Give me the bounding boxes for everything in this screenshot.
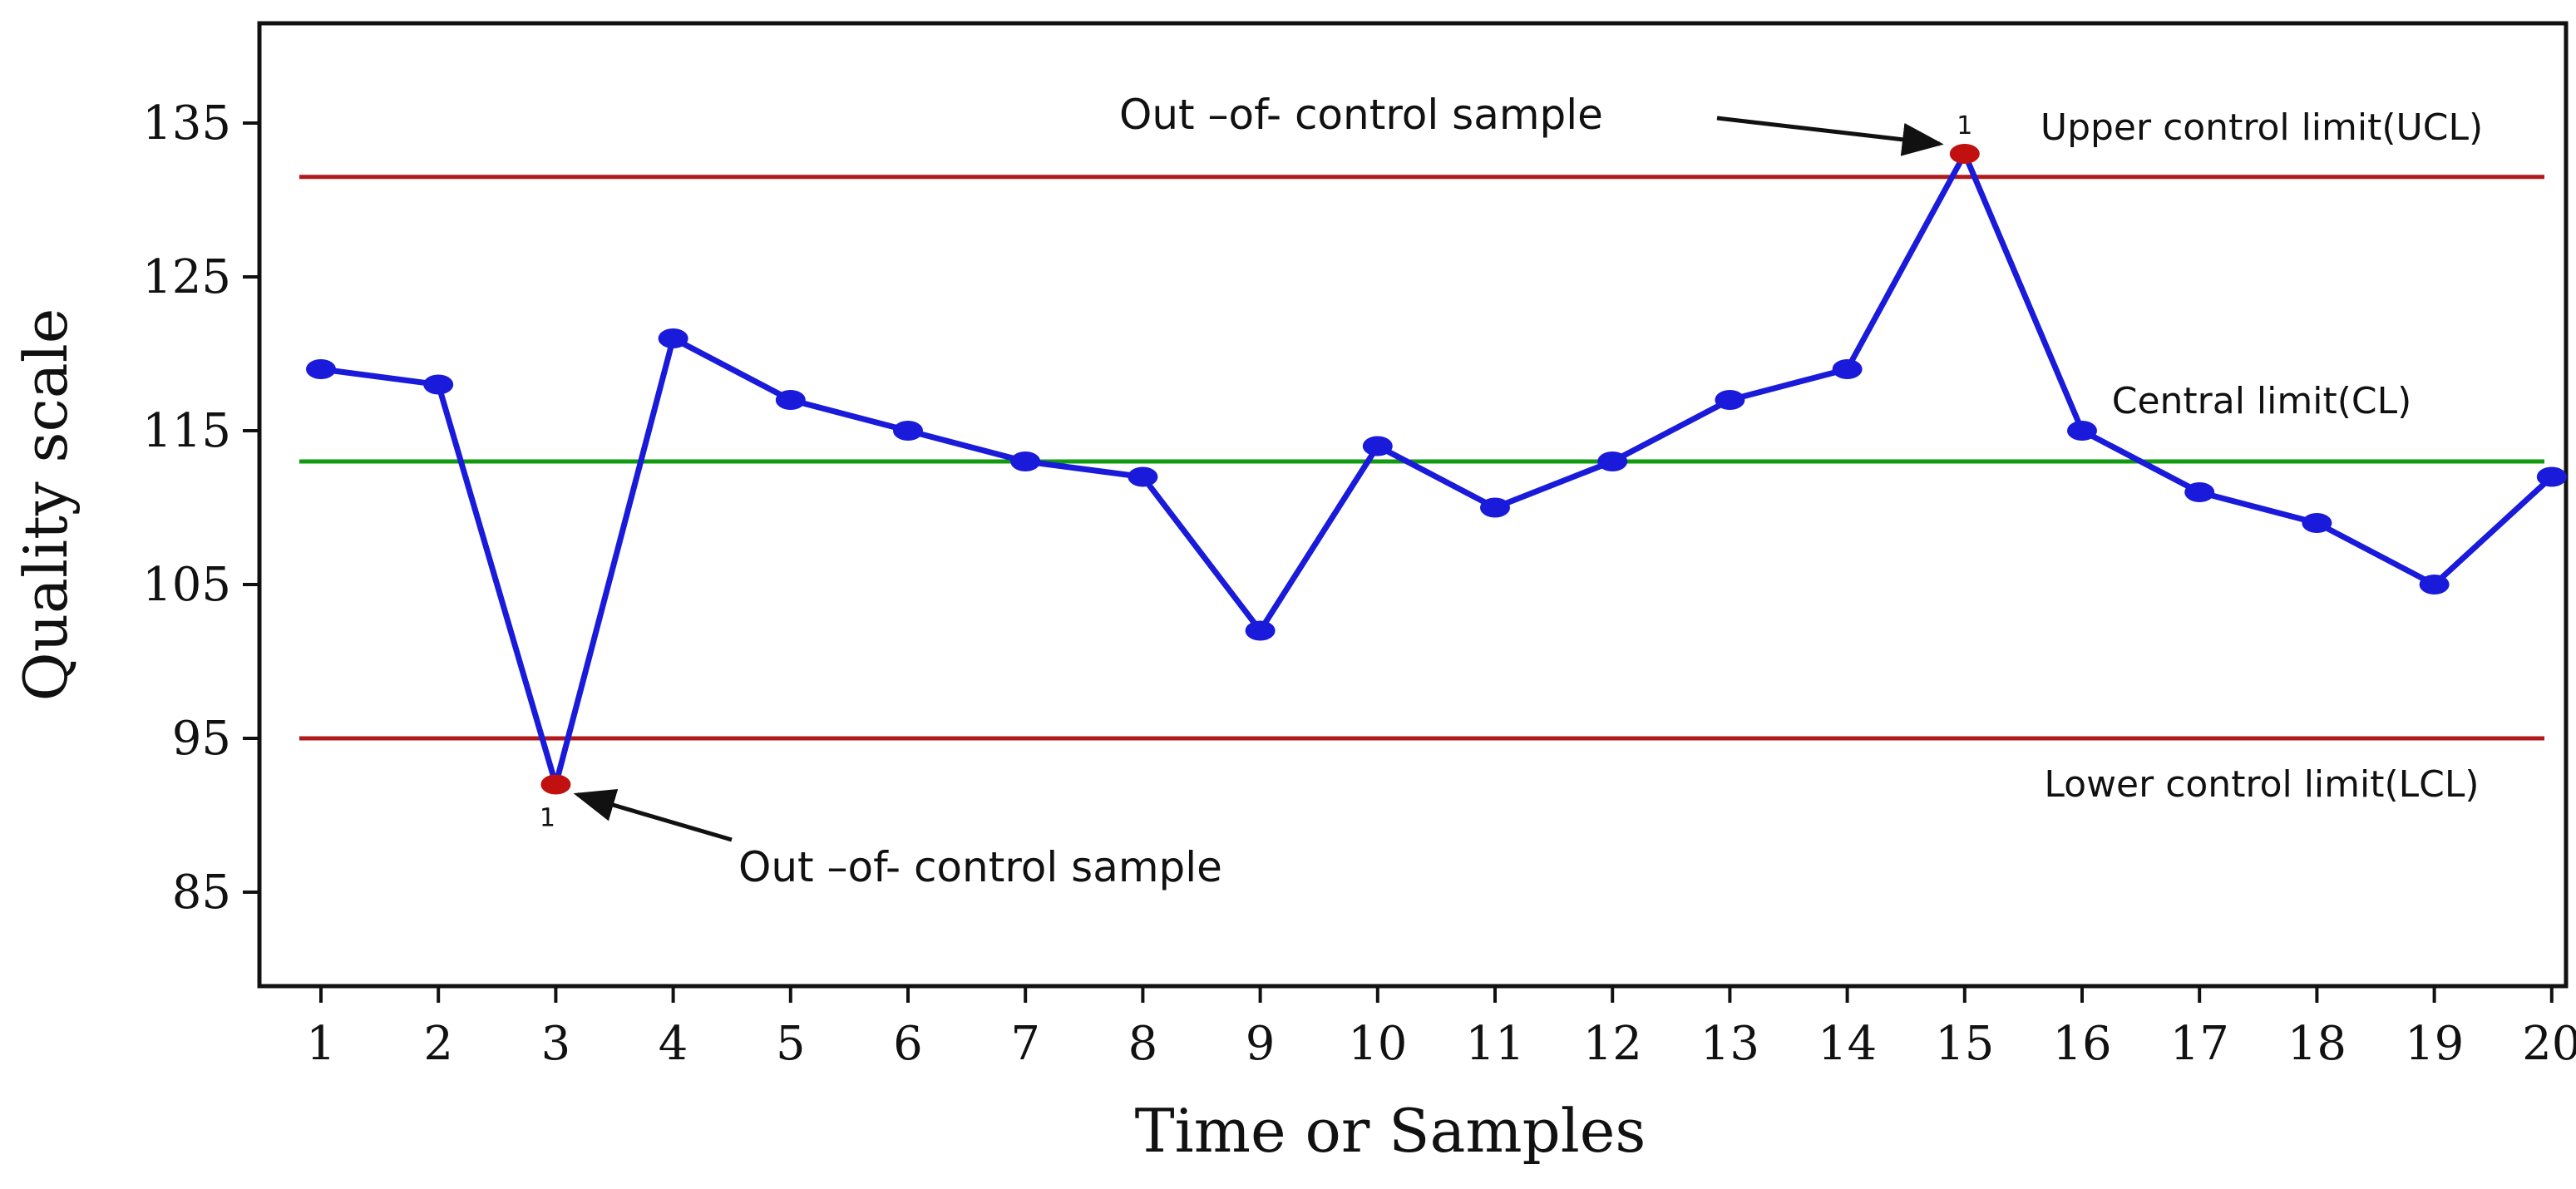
x-tick-label: 13: [1700, 1017, 1759, 1071]
x-tick-label: 3: [541, 1017, 571, 1071]
x-tick-label: 1: [306, 1017, 336, 1071]
x-tick-label: 5: [776, 1017, 806, 1071]
series-quality: [306, 144, 2567, 795]
series-line: [320, 150, 2554, 787]
control-limit-lines: Upper control limit(UCL) Central limit(CL…: [299, 106, 2544, 806]
data-point: [2302, 513, 2332, 533]
data-point: [423, 374, 454, 395]
data-point: [1832, 359, 1863, 379]
x-tick-label: 15: [1935, 1017, 1994, 1071]
x-tick-label: 12: [1583, 1017, 1642, 1071]
plot-frame: [257, 21, 2569, 989]
x-tick-label: 16: [2052, 1017, 2111, 1071]
out-of-control-point: [540, 774, 571, 795]
x-tick-label: 7: [1010, 1017, 1040, 1071]
out-of-control-marker-label: 1: [1957, 111, 1972, 141]
data-point: [2184, 482, 2215, 502]
data-point: [1480, 497, 1510, 518]
ucl-label: Upper control limit(UCL): [2041, 106, 2483, 149]
out-of-control-marker-label: 1: [540, 804, 555, 833]
y-tick-label: 125: [142, 250, 231, 304]
x-tick-label: 18: [2287, 1017, 2347, 1071]
data-point: [1128, 466, 1158, 487]
data-point: [1597, 451, 1628, 471]
lcl-label: Lower control limit(LCL): [2044, 763, 2479, 806]
data-point: [775, 390, 806, 410]
annotation-lower-text: Out –of- control sample: [738, 843, 1222, 891]
y-tick-label: 135: [142, 96, 231, 150]
annotation-upper-arrow: [1716, 116, 1944, 156]
x-tick-label: 2: [423, 1017, 453, 1071]
x-tick-label: 14: [1818, 1017, 1877, 1071]
x-tick-label: 8: [1128, 1017, 1158, 1071]
data-point: [1245, 620, 1276, 641]
data-point: [2067, 421, 2097, 441]
x-tick-label: 9: [1246, 1017, 1276, 1071]
x-tick-label: 20: [2522, 1017, 2576, 1071]
annotation-lower-arrow: [573, 788, 733, 842]
x-tick-label: 4: [659, 1017, 688, 1071]
y-tick-label: 105: [142, 558, 231, 612]
out-of-control-point: [1949, 144, 1980, 164]
y-axis-label: Quality scale: [11, 308, 81, 702]
annotations: 1 1 Out –of- control sample Out –of- contro…: [540, 91, 1972, 891]
cl-label: Central limit(CL): [2112, 380, 2412, 422]
x-tick-label: 11: [1465, 1017, 1524, 1071]
x-axis-label: Time or Samples: [1135, 1096, 1646, 1166]
data-point: [893, 421, 923, 441]
x-tick-label: 6: [893, 1017, 923, 1071]
x-tick-label: 19: [2405, 1017, 2464, 1071]
y-tick-label: 115: [142, 404, 231, 458]
data-point: [2419, 575, 2450, 594]
data-point: [1362, 436, 1393, 456]
y-tick-label: 85: [172, 866, 231, 920]
data-point: [2536, 466, 2567, 487]
x-tick-label: 10: [1348, 1017, 1407, 1071]
data-point: [1010, 451, 1041, 471]
y-axis: 85 95 105 115 125 135: [142, 96, 259, 920]
data-point: [306, 359, 336, 379]
x-tick-label: 17: [2170, 1017, 2229, 1071]
data-point: [1715, 390, 1745, 410]
x-axis: 1 2 3 4 5 6 7 8 9 10 11 12 13 14 15 16 17 18 19 20: [306, 986, 2576, 1071]
y-tick-label: 95: [172, 712, 231, 766]
annotation-upper-text: Out –of- control sample: [1119, 91, 1603, 139]
data-point: [658, 328, 688, 348]
